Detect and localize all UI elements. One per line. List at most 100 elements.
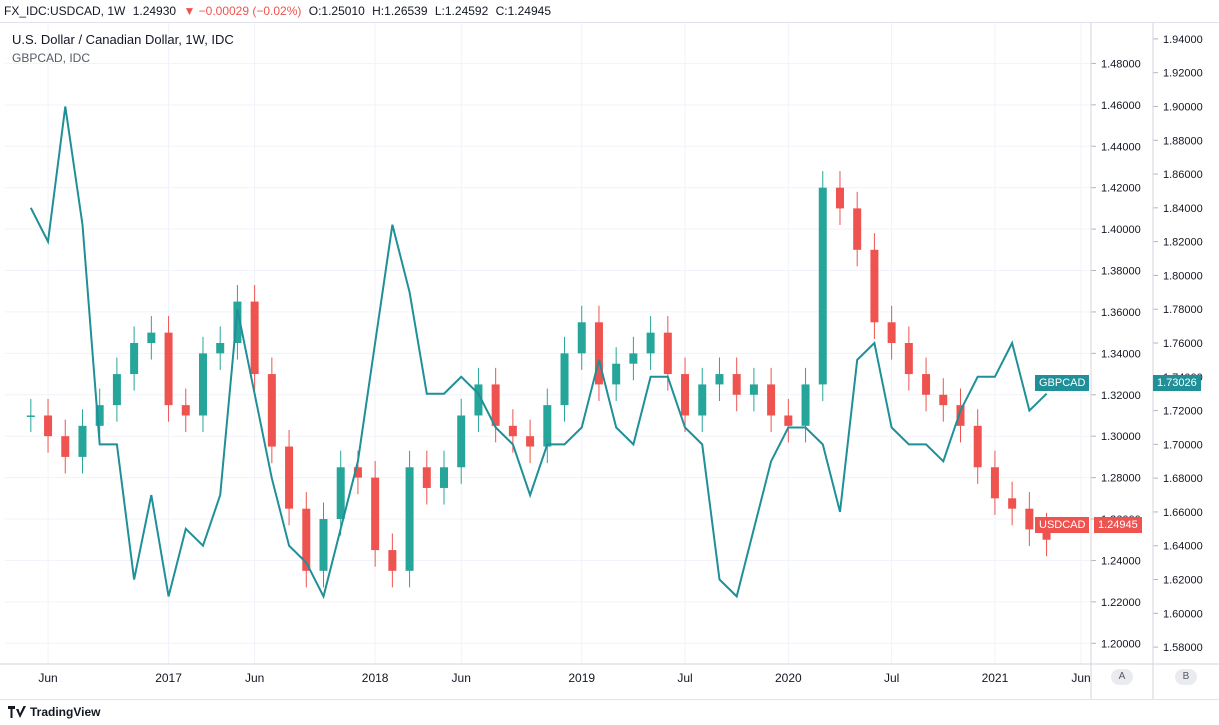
tradingview-brand[interactable]: TradingView	[30, 705, 101, 719]
usdcad-candle-body	[216, 343, 225, 354]
usdcad-candle-body	[267, 374, 276, 447]
gbpcad-axis-label: GBPCAD	[1035, 375, 1090, 391]
main-series-legend[interactable]: U.S. Dollar / Canadian Dollar, 1W, IDC	[12, 32, 234, 47]
left-axis-tick-label: 1.48000	[1101, 58, 1141, 70]
usdcad-candle-body	[457, 415, 466, 468]
usdcad-candle-body	[904, 343, 913, 375]
time-axis-label: Jul	[677, 671, 692, 685]
right-axis-tick-label: 1.76000	[1163, 338, 1203, 350]
right-axis-tick-label: 1.94000	[1163, 34, 1203, 46]
usdcad-candle-body	[302, 508, 311, 571]
usdcad-candle-body	[164, 332, 173, 406]
gbpcad-series-line	[29, 106, 1048, 600]
usdcad-candle-body	[715, 374, 724, 385]
usdcad-candle-body	[44, 415, 53, 437]
last-price: 1.24930	[132, 4, 177, 18]
time-axis-label: Jun	[245, 671, 264, 685]
left-axis-tick-label: 1.28000	[1101, 473, 1141, 485]
time-axis-label: 2017	[155, 671, 182, 685]
usdcad-candle-body	[474, 384, 483, 416]
usdcad-candle-body	[147, 332, 156, 343]
right-axis-tick-label: 1.90000	[1163, 101, 1203, 113]
usdcad-candle-body	[818, 187, 827, 385]
usdcad-candle-body	[543, 405, 552, 447]
usdcad-candle-body	[388, 550, 397, 571]
usdcad-axis-label: USDCAD	[1035, 517, 1090, 533]
time-axis-label: Jul	[884, 671, 899, 685]
right-axis-tick-label: 1.66000	[1163, 507, 1203, 519]
right-axis-tick-label: 1.86000	[1163, 169, 1203, 181]
usdcad-candle-body	[78, 425, 87, 457]
usdcad-candle-body	[130, 343, 139, 375]
right-axis-tick-label: 1.72000	[1163, 406, 1203, 418]
right-axis-tick-label: 1.58000	[1163, 642, 1203, 654]
footer-bar: TradingView	[0, 699, 1219, 725]
ohlc-close: C:1.24945	[495, 4, 551, 18]
usdcad-candle-body	[577, 322, 586, 354]
right-axis-tick-label: 1.84000	[1163, 203, 1203, 215]
usdcad-candle-body	[663, 332, 672, 375]
usdcad-candle-body	[1025, 508, 1034, 530]
left-axis-tick-label: 1.44000	[1101, 141, 1141, 153]
time-axis-label: Jun	[1071, 671, 1090, 685]
usdcad-candle-body	[956, 405, 965, 426]
usdcad-candle-body	[440, 467, 449, 488]
right-axis-tick-label: 1.92000	[1163, 68, 1203, 80]
right-axis-tick-label: 1.68000	[1163, 473, 1203, 485]
usdcad-candle-body	[853, 208, 862, 250]
usdcad-candle-body	[835, 187, 844, 209]
usdcad-candle-body	[198, 353, 207, 416]
usdcad-candle-body	[973, 425, 982, 468]
usdcad-candle-body	[767, 384, 776, 416]
right-axis-tick-label: 1.60000	[1163, 608, 1203, 620]
time-axis-label: Jun	[38, 671, 57, 685]
right-axis-tick-label: 1.80000	[1163, 270, 1203, 282]
left-axis-tick-label: 1.38000	[1101, 266, 1141, 278]
usdcad-candle-body	[698, 384, 707, 416]
usdcad-candle-body	[250, 301, 259, 375]
usdcad-candle-body	[922, 374, 931, 395]
ohlc-low: L:1.24592	[434, 4, 489, 18]
right-axis-tick-label: 1.82000	[1163, 237, 1203, 249]
usdcad-candle-body	[61, 436, 70, 457]
usdcad-candle-body	[1042, 529, 1051, 540]
usdcad-candle-body	[422, 467, 431, 488]
usdcad-candle-body	[870, 249, 879, 323]
usdcad-candle-body	[801, 384, 810, 426]
time-axis-label: 2018	[362, 671, 389, 685]
price-change: ▼ −0.00029 (−0.02%)	[183, 4, 302, 18]
left-axis-tick-label: 1.36000	[1101, 307, 1141, 319]
left-axis-tick-label: 1.30000	[1101, 431, 1141, 443]
scale-button-b[interactable]: B	[1175, 669, 1197, 685]
left-axis-tick-label: 1.34000	[1101, 348, 1141, 360]
usdcad-candle-body	[594, 322, 603, 385]
left-axis-tick-label: 1.46000	[1101, 100, 1141, 112]
compare-series-legend[interactable]: GBPCAD, IDC	[12, 51, 91, 65]
usdcad-candle-body	[629, 353, 638, 364]
usdcad-candle-body	[319, 519, 328, 571]
symbol-name: FX_IDC:USDCAD, 1W	[4, 4, 126, 18]
usdcad-candle-body	[939, 394, 948, 406]
usdcad-candle-body	[491, 384, 500, 426]
usdcad-candle-body	[732, 374, 741, 395]
left-axis-tick-label: 1.22000	[1101, 597, 1141, 609]
usdcad-candle-body	[887, 322, 896, 343]
gbpcad-last-value: 1.73026	[1153, 375, 1201, 391]
right-axis-tick-label: 1.70000	[1163, 439, 1203, 451]
usdcad-candle-body	[26, 415, 35, 417]
usdcad-candle-body	[405, 467, 414, 571]
usdcad-candle-body	[990, 467, 999, 499]
usdcad-candle-body	[95, 405, 104, 426]
ohlc-high: H:1.26539	[372, 4, 428, 18]
usdcad-candle-body	[1008, 498, 1017, 509]
left-axis-tick-label: 1.24000	[1101, 555, 1141, 567]
left-axis-tick-label: 1.20000	[1101, 638, 1141, 650]
right-axis-tick-label: 1.62000	[1163, 575, 1203, 587]
tradingview-logo-icon	[8, 706, 26, 718]
scale-button-a[interactable]: A	[1111, 669, 1133, 685]
time-axis-label: Jun	[452, 671, 471, 685]
time-axis-label: 2021	[982, 671, 1009, 685]
usdcad-candle-body	[612, 363, 621, 385]
usdcad-candle-body	[749, 384, 758, 395]
chart-canvas[interactable]: 1.200001.220001.240001.260001.280001.300…	[0, 0, 1219, 699]
